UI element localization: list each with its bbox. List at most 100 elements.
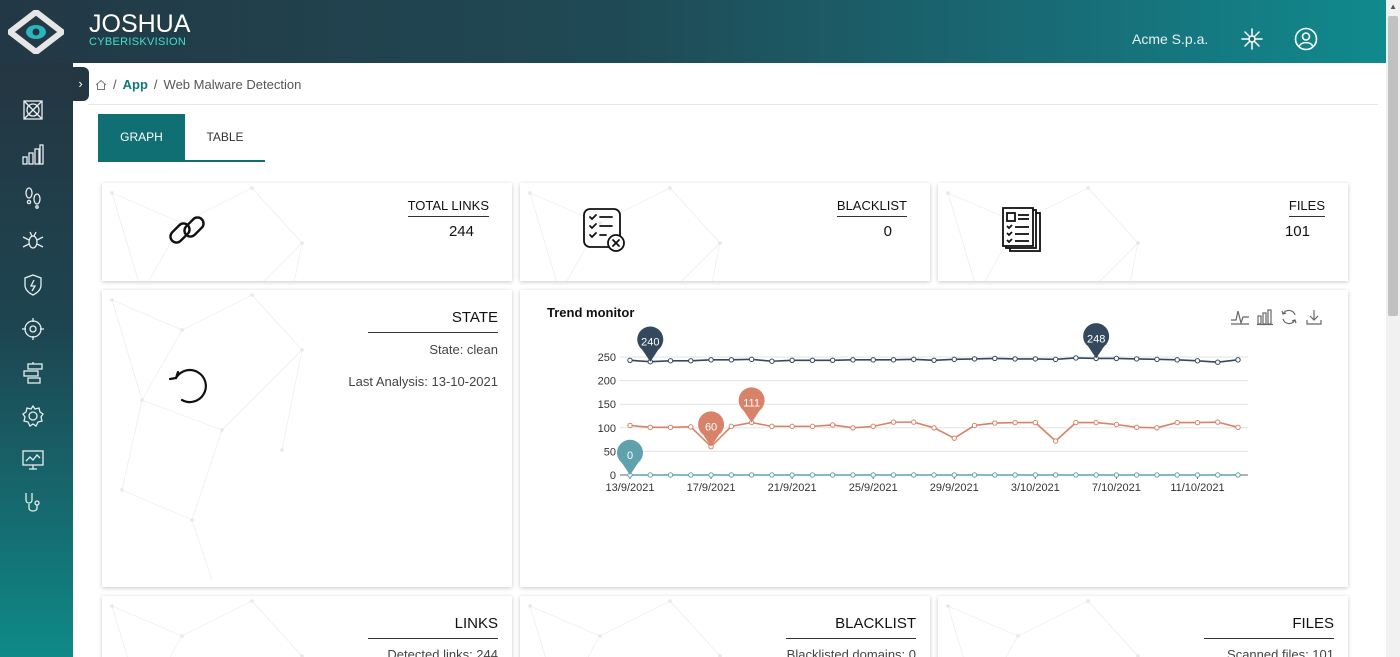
data-point bbox=[931, 357, 937, 364]
monitor-icon[interactable] bbox=[21, 448, 45, 472]
blacklist-label: BLACKLIST bbox=[836, 198, 907, 217]
network-pattern-background bbox=[102, 183, 322, 281]
logo-icon[interactable] bbox=[8, 10, 64, 54]
marker-label: 60 bbox=[705, 422, 717, 434]
shield-icon[interactable] bbox=[21, 273, 45, 297]
tab-graph[interactable]: GRAPH bbox=[98, 114, 185, 160]
data-point bbox=[1235, 472, 1241, 478]
user-account-icon[interactable] bbox=[1294, 27, 1318, 51]
data-point bbox=[667, 472, 674, 478]
data-point bbox=[769, 423, 775, 430]
data-point bbox=[1235, 424, 1241, 431]
last-analysis-text: Last Analysis: 13-10-2021 bbox=[348, 374, 498, 389]
data-point bbox=[1133, 472, 1140, 478]
y-tick-label: 100 bbox=[598, 423, 616, 435]
files-summary-title: FILES bbox=[1292, 615, 1334, 632]
data-point bbox=[911, 472, 917, 478]
x-tick-label: 21/9/2021 bbox=[768, 482, 817, 494]
data-point bbox=[1052, 356, 1059, 363]
footprints-icon[interactable] bbox=[21, 185, 45, 209]
data-point bbox=[971, 422, 978, 429]
refresh-history-icon[interactable] bbox=[168, 366, 214, 406]
home-icon[interactable] bbox=[95, 79, 107, 91]
line-chart-icon[interactable] bbox=[1230, 308, 1250, 326]
detected-links-text: Detected links: 244 bbox=[387, 647, 498, 657]
brand-subtitle: CYBERISKVISION bbox=[89, 36, 187, 48]
total-links-card: TOTAL LINKS 244 bbox=[102, 183, 512, 281]
data-point bbox=[971, 472, 978, 478]
link-chain-icon bbox=[169, 216, 205, 244]
data-point bbox=[809, 472, 816, 478]
download-icon[interactable] bbox=[1305, 308, 1323, 326]
y-tick-label: 150 bbox=[598, 399, 616, 411]
data-point bbox=[1154, 425, 1160, 431]
data-point bbox=[951, 472, 957, 478]
breadcrumb-separator-icon: / bbox=[113, 77, 117, 92]
data-point bbox=[992, 355, 998, 362]
data-point bbox=[1032, 472, 1039, 478]
bar-chart-icon[interactable] bbox=[21, 142, 45, 166]
files-card: FILES 101 bbox=[938, 183, 1348, 281]
data-point bbox=[951, 435, 957, 441]
data-point bbox=[992, 472, 998, 478]
data-point bbox=[809, 423, 816, 430]
tab-table[interactable]: TABLE bbox=[206, 130, 244, 144]
scroll-up-arrow-icon[interactable]: ▲ bbox=[1389, 2, 1397, 11]
x-tick-label: 25/9/2021 bbox=[849, 482, 898, 494]
stethoscope-icon[interactable] bbox=[21, 491, 45, 515]
data-point bbox=[951, 356, 957, 363]
data-point bbox=[911, 419, 917, 425]
data-point bbox=[992, 420, 998, 426]
data-point bbox=[850, 357, 856, 363]
data-point bbox=[1133, 356, 1140, 362]
data-point bbox=[1052, 472, 1059, 478]
data-point bbox=[627, 422, 633, 429]
marker-pin bbox=[617, 439, 643, 475]
x-tick-label: 11/10/2021 bbox=[1170, 482, 1224, 494]
data-point bbox=[1154, 356, 1160, 363]
data-point bbox=[1235, 357, 1241, 363]
files-label: FILES bbox=[1288, 198, 1325, 217]
network-pattern-background bbox=[520, 183, 740, 281]
network-pattern-background bbox=[102, 290, 322, 587]
data-point bbox=[1093, 472, 1099, 478]
bug-icon[interactable] bbox=[21, 229, 45, 253]
bar-chart-icon[interactable] bbox=[1256, 308, 1274, 326]
sidebar-toggle-button[interactable]: › bbox=[72, 67, 89, 101]
breadcrumb-app-link[interactable]: App bbox=[122, 77, 148, 92]
brand: JOSHUA CYBERISKVISION bbox=[89, 10, 191, 49]
signpost-icon[interactable] bbox=[21, 361, 45, 385]
data-point bbox=[870, 423, 876, 430]
data-point bbox=[890, 472, 897, 478]
data-point bbox=[688, 358, 694, 364]
scrollbar[interactable]: ▲ bbox=[1386, 0, 1400, 657]
data-point bbox=[1194, 358, 1201, 364]
breadcrumb-current: Web Malware Detection bbox=[163, 77, 302, 92]
network-icon[interactable] bbox=[1240, 27, 1264, 51]
refresh-icon[interactable] bbox=[1280, 308, 1298, 326]
files-summary-card: FILES Scanned files: 101 bbox=[938, 596, 1348, 657]
target-icon[interactable] bbox=[21, 317, 45, 341]
data-point bbox=[1073, 355, 1079, 361]
data-point bbox=[1113, 421, 1120, 428]
data-point bbox=[1174, 419, 1180, 426]
breadcrumb: / App / Web Malware Detection bbox=[95, 77, 301, 92]
data-point bbox=[627, 357, 633, 364]
data-point bbox=[1113, 472, 1120, 478]
checklist-blocked-icon bbox=[583, 208, 625, 252]
data-point bbox=[728, 423, 735, 430]
data-point bbox=[1012, 419, 1018, 426]
data-point bbox=[1032, 356, 1039, 362]
marker-pin bbox=[738, 387, 765, 423]
blacklist-summary-title: BLACKLIST bbox=[835, 615, 916, 632]
data-point bbox=[931, 472, 937, 478]
data-point bbox=[708, 357, 714, 363]
company-name[interactable]: Acme S.p.a. bbox=[1132, 31, 1209, 47]
marker-pin bbox=[698, 411, 725, 447]
scroll-thumb[interactable] bbox=[1388, 16, 1398, 316]
data-point bbox=[971, 356, 978, 362]
radar-icon[interactable] bbox=[21, 98, 45, 122]
gear-icon[interactable] bbox=[21, 404, 45, 428]
data-point bbox=[1093, 419, 1099, 426]
brand-name: JOSHUA bbox=[89, 10, 191, 38]
